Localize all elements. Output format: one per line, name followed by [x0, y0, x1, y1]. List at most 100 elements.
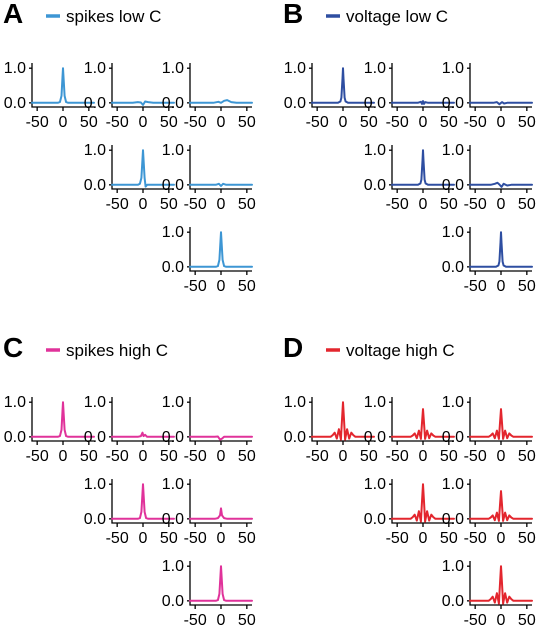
trace-line [391, 408, 455, 440]
y-tick-label: 0.0 [442, 429, 464, 446]
x-tick-label: -50 [464, 196, 487, 213]
panel-letter-A: A [3, 0, 23, 29]
y-tick-label: 1.0 [284, 394, 306, 411]
x-tick-label: 50 [518, 114, 536, 131]
y-tick-label: 0.0 [364, 429, 386, 446]
x-tick-label: 50 [518, 196, 536, 213]
trace-line [391, 149, 455, 186]
y-tick-label: 0.0 [162, 511, 184, 528]
trace-line [189, 507, 253, 520]
y-tick-label: 0.0 [442, 259, 464, 276]
trace-line [391, 483, 455, 523]
y-tick-label: 0.0 [442, 593, 464, 610]
y-tick-label: 0.0 [364, 177, 386, 194]
trace-line [311, 67, 375, 104]
subplot-r0c2: -50 0 50 1.0 0.0 [162, 60, 256, 131]
trace-line [189, 435, 253, 441]
axis-frame [189, 397, 252, 442]
y-tick-label: 0.0 [162, 429, 184, 446]
x-tick-label: 50 [238, 530, 256, 547]
x-tick-label: 0 [339, 448, 348, 465]
axis-frame [469, 479, 532, 524]
x-tick-label: -50 [106, 530, 129, 547]
y-tick-label: 1.0 [84, 60, 106, 77]
x-tick-label: 50 [160, 448, 178, 465]
y-tick-label: 0.0 [284, 429, 306, 446]
y-tick-label: 1.0 [84, 142, 106, 159]
subplot-r0c1: -50 0 50 1.0 0.0 [364, 394, 458, 465]
axis-frame [311, 397, 374, 442]
x-tick-label: -50 [306, 114, 329, 131]
x-tick-label: 0 [497, 612, 506, 629]
x-tick-label: 0 [419, 530, 428, 547]
x-tick-label: 0 [497, 196, 506, 213]
axis-frame [391, 63, 454, 108]
axis-frame [189, 561, 252, 606]
x-tick-label: 50 [440, 196, 458, 213]
x-tick-label: -50 [386, 114, 409, 131]
x-tick-label: 0 [419, 114, 428, 131]
x-tick-label: -50 [26, 114, 49, 131]
axis-frame [469, 227, 532, 272]
x-tick-label: 0 [139, 196, 148, 213]
subplot-r2c2: -50 0 50 1.0 0.0 [162, 558, 256, 629]
y-tick-label: 1.0 [162, 142, 184, 159]
axis-frame [391, 479, 454, 524]
y-tick-label: 1.0 [364, 142, 386, 159]
y-tick-label: 0.0 [84, 177, 106, 194]
axis-frame [391, 145, 454, 190]
y-tick-label: 1.0 [442, 224, 464, 241]
y-tick-label: 0.0 [364, 95, 386, 112]
x-tick-label: 0 [139, 448, 148, 465]
legend-label: spikes low C [66, 7, 161, 26]
trace-line [111, 483, 175, 520]
x-tick-label: 0 [217, 114, 226, 131]
y-tick-label: 0.0 [162, 259, 184, 276]
x-tick-label: 0 [497, 114, 506, 131]
y-tick-label: 0.0 [442, 95, 464, 112]
x-tick-label: 0 [419, 196, 428, 213]
x-tick-label: -50 [106, 448, 129, 465]
subplot-r2c2: -50 0 50 1.0 0.0 [442, 224, 536, 295]
x-tick-label: -50 [184, 114, 207, 131]
x-tick-label: -50 [386, 448, 409, 465]
x-tick-label: -50 [464, 530, 487, 547]
x-tick-label: 50 [238, 448, 256, 465]
subplot-r1c2: -50 0 50 1.0 0.0 [162, 142, 256, 213]
axis-frame [391, 397, 454, 442]
y-tick-label: 0.0 [442, 511, 464, 528]
trace-line [469, 408, 533, 440]
x-tick-label: 50 [238, 278, 256, 295]
x-tick-label: -50 [184, 448, 207, 465]
y-tick-label: 1.0 [364, 394, 386, 411]
axis-frame [111, 145, 174, 190]
axis-frame [31, 63, 94, 108]
y-tick-label: 1.0 [364, 60, 386, 77]
axis-frame [189, 227, 252, 272]
y-tick-label: 1.0 [162, 476, 184, 493]
x-tick-label: -50 [464, 448, 487, 465]
y-tick-label: 0.0 [162, 593, 184, 610]
subplot-r0c2: -50 0 50 1.0 0.0 [442, 60, 536, 131]
x-tick-label: 50 [518, 612, 536, 629]
subplot-r1c1: -50 0 50 1.0 0.0 [364, 476, 458, 547]
x-tick-label: 0 [59, 448, 68, 465]
x-tick-label: -50 [106, 196, 129, 213]
y-tick-label: 0.0 [162, 95, 184, 112]
x-tick-label: -50 [386, 196, 409, 213]
subplot-r0c0: -50 0 50 1.0 0.0 [284, 394, 378, 465]
x-tick-label: 0 [217, 196, 226, 213]
legend-label: spikes high C [66, 341, 168, 360]
x-tick-label: -50 [106, 114, 129, 131]
axis-frame [189, 145, 252, 190]
x-tick-label: 0 [419, 448, 428, 465]
x-tick-label: 0 [139, 530, 148, 547]
x-tick-label: 50 [238, 612, 256, 629]
y-tick-label: 0.0 [4, 429, 26, 446]
panel-letter-C: C [3, 332, 23, 363]
subplot-r1c2: -50 0 50 1.0 0.0 [442, 142, 536, 213]
trace-line [391, 100, 455, 105]
